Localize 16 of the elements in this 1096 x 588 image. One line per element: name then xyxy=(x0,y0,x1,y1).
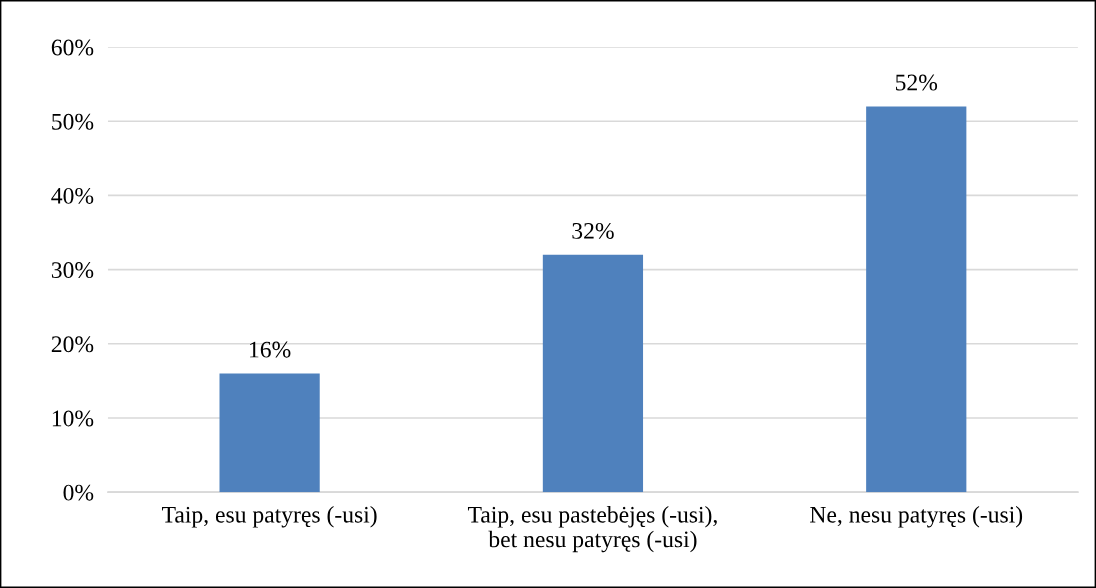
bar xyxy=(866,106,967,493)
x-tick-label: Taip, esu patyręs (-usi) xyxy=(162,506,377,528)
data-label: 32% xyxy=(572,222,614,239)
y-tick-label: 60% xyxy=(51,39,94,56)
x-tick-label: Ne, nesu patyręs (-usi) xyxy=(810,506,1023,528)
x-tick-label: Taip, esu pastebėjęs (-usi), bet nesu patyręs (-usi) xyxy=(467,506,717,553)
y-tick-label: 40% xyxy=(51,187,94,204)
data-label: 52% xyxy=(895,74,938,91)
y-tick-label: 0% xyxy=(63,484,94,501)
bar xyxy=(542,254,644,493)
bar xyxy=(219,373,320,493)
y-tick-label: 10% xyxy=(52,410,94,427)
y-tick-label: 50% xyxy=(52,113,94,130)
y-tick-label: 20% xyxy=(51,336,94,353)
y-tick-label: 30% xyxy=(51,262,94,279)
data-label: 16% xyxy=(250,341,291,358)
